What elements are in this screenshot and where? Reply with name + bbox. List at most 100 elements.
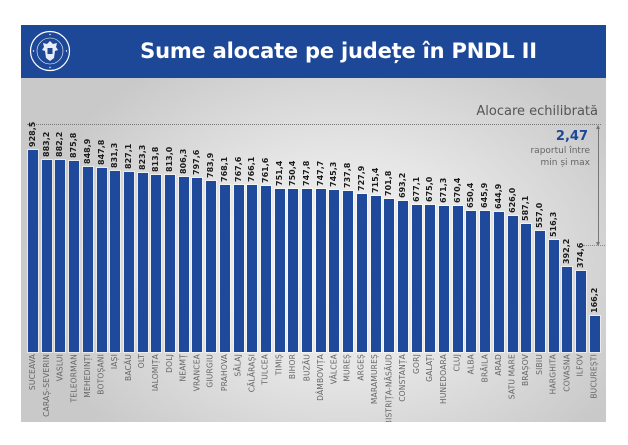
category-label-text: ALBA bbox=[466, 354, 476, 375]
value-label-text: 751,4 bbox=[274, 160, 284, 186]
category-label-text: HARGHITA bbox=[548, 354, 558, 395]
value-label-text: 831,3 bbox=[110, 142, 120, 168]
bar bbox=[315, 189, 326, 352]
value-label-text: 392,2 bbox=[562, 238, 572, 264]
category-label-text: BISTRIȚA-NĂSĂUD bbox=[384, 354, 394, 422]
bar bbox=[233, 185, 244, 352]
category-label-text: COVASNA bbox=[562, 354, 572, 392]
bar bbox=[562, 267, 573, 352]
category-label-text: VÂLCEA bbox=[329, 354, 339, 385]
value-label-text: 727,9 bbox=[356, 165, 366, 191]
bar bbox=[439, 206, 449, 352]
value-label-text: 848,9 bbox=[82, 138, 92, 164]
bar bbox=[288, 189, 299, 352]
category-label-text: ILFOV bbox=[576, 354, 585, 377]
bar bbox=[452, 206, 463, 352]
bar bbox=[397, 201, 408, 352]
bar bbox=[343, 191, 354, 352]
range-arrow-icon bbox=[596, 125, 600, 246]
bar bbox=[507, 216, 518, 352]
value-label-text: 516,3 bbox=[548, 211, 558, 237]
bar bbox=[274, 189, 285, 352]
category-label-text: BRAȘOV bbox=[521, 354, 531, 387]
value-label-text: 768,1 bbox=[219, 156, 229, 182]
value-label-text: 761,6 bbox=[260, 157, 270, 183]
bar bbox=[151, 175, 162, 352]
bar bbox=[534, 231, 545, 352]
ratio-desc-line2: min și max bbox=[540, 158, 591, 168]
bar bbox=[329, 190, 340, 352]
value-label-text: 883,2 bbox=[41, 131, 51, 157]
infographic-frame: Sume alocate pe județe în PNDL II Alocar… bbox=[21, 25, 606, 422]
category-label-text: ARGEȘ bbox=[356, 354, 366, 381]
bar bbox=[219, 185, 230, 352]
value-label-text: 806,3 bbox=[178, 148, 188, 174]
government-seal-icon bbox=[29, 30, 71, 72]
value-label-text: 645,9 bbox=[480, 182, 490, 208]
value-label-text: 557,0 bbox=[534, 202, 544, 228]
category-label-text: SIBIU bbox=[534, 354, 544, 375]
bar bbox=[425, 205, 436, 352]
page-title: Sume alocate pe județe în PNDL II bbox=[140, 39, 537, 63]
ratio-desc-line1: raportul între bbox=[530, 146, 590, 156]
value-label-text: 671,3 bbox=[439, 177, 448, 203]
value-label-text: 166,2 bbox=[589, 287, 599, 313]
category-label-text: VRANCEA bbox=[192, 354, 202, 392]
ratio-description: raportul între min și max bbox=[510, 145, 590, 169]
bar bbox=[370, 196, 381, 352]
value-label-text: 797,6 bbox=[192, 149, 202, 175]
bar bbox=[69, 161, 80, 352]
value-label-text: 767,6 bbox=[233, 156, 243, 182]
category-label-text: TELEORMAN bbox=[69, 354, 79, 403]
value-label-text: 747,8 bbox=[302, 160, 311, 186]
value-label-text: 626,0 bbox=[507, 187, 517, 213]
bar bbox=[96, 168, 107, 352]
category-label-text: IAȘI bbox=[110, 354, 120, 370]
category-label-text: BACĂU bbox=[123, 354, 133, 382]
bar bbox=[165, 175, 175, 352]
value-label-text: 737,8 bbox=[343, 162, 353, 188]
bar bbox=[411, 205, 422, 352]
bar bbox=[466, 211, 477, 352]
category-label-text: SĂLAJ bbox=[233, 354, 243, 377]
bar bbox=[82, 167, 93, 352]
category-label-text: GALAȚI bbox=[425, 354, 435, 382]
bar bbox=[576, 271, 586, 352]
category-label-text: BUCUREȘTI bbox=[589, 354, 599, 399]
balanced-allocation-label: Alocare echilibrată bbox=[476, 104, 598, 119]
bar bbox=[480, 211, 491, 352]
value-label-text: 374,6 bbox=[576, 242, 585, 268]
bar bbox=[41, 160, 52, 352]
value-label-text: 587,1 bbox=[521, 195, 531, 221]
value-label-text: 766,1 bbox=[247, 156, 257, 182]
value-label-text: 847,8 bbox=[96, 139, 106, 165]
category-label-text: BRĂILA bbox=[480, 354, 490, 383]
bar bbox=[192, 178, 203, 352]
category-label-text: TIMIȘ bbox=[274, 354, 284, 376]
category-label-text: OLT bbox=[137, 354, 147, 369]
category-label-text: SUCEAVA bbox=[28, 354, 37, 391]
category-label-text: GIURGIU bbox=[206, 354, 216, 388]
category-label-text: MEHEDINȚI bbox=[82, 354, 92, 398]
value-label-text: 823,3 bbox=[137, 144, 147, 170]
bar bbox=[356, 194, 367, 352]
bar bbox=[493, 212, 504, 352]
category-label-text: MARAMUREȘ bbox=[370, 354, 380, 405]
value-label-text: 875,8 bbox=[69, 132, 79, 158]
value-label-text: 675,0 bbox=[425, 176, 435, 202]
category-label-text: IALOMIȚA bbox=[151, 354, 161, 392]
value-label-text: 827,1 bbox=[123, 143, 133, 169]
value-label-text: 677,1 bbox=[411, 176, 421, 202]
bar bbox=[178, 177, 189, 352]
value-label-text: 783,9 bbox=[206, 152, 216, 178]
category-label-text: MUREȘ bbox=[343, 354, 353, 382]
bar bbox=[521, 224, 532, 352]
value-label-text: 813,8 bbox=[151, 146, 161, 172]
bar bbox=[137, 173, 148, 352]
bar-chart: Alocare echilibrată 2,47 raportul între … bbox=[21, 78, 606, 422]
balanced-allocation-line bbox=[27, 124, 601, 125]
value-label-text: 644,9 bbox=[493, 183, 503, 209]
category-label-text: NEAMȚ bbox=[178, 354, 188, 382]
value-label-text: 693,2 bbox=[397, 172, 407, 198]
bar bbox=[302, 189, 312, 352]
